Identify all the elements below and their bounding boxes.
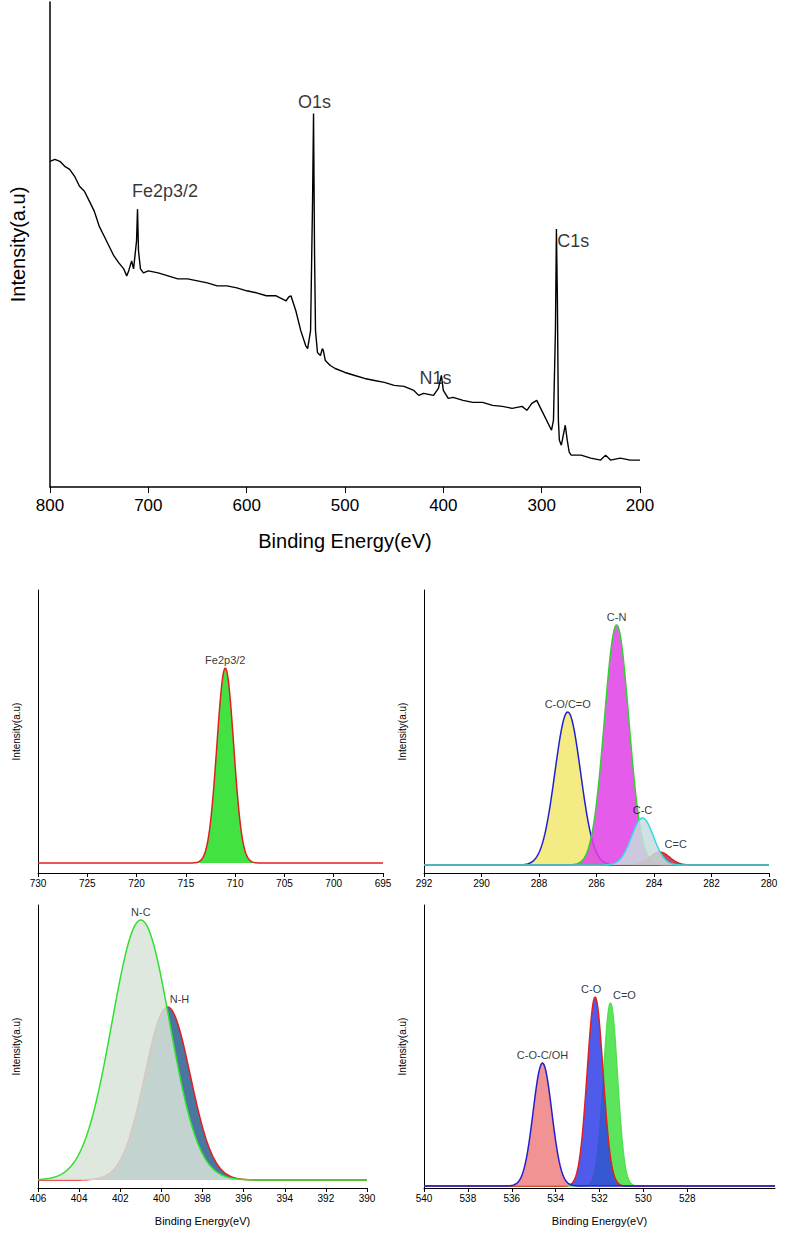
svg-text:398: 398 <box>194 1193 211 1204</box>
svg-text:532: 532 <box>591 1193 608 1204</box>
svg-text:280: 280 <box>761 878 778 889</box>
svg-text:292: 292 <box>416 878 433 889</box>
svg-text:534: 534 <box>547 1193 564 1204</box>
svg-text:695: 695 <box>375 878 392 889</box>
svg-text:Fe2p3/2: Fe2p3/2 <box>205 654 245 666</box>
svg-text:282: 282 <box>703 878 720 889</box>
svg-text:C-N: C-N <box>607 611 627 623</box>
svg-text:528: 528 <box>679 1193 696 1204</box>
svg-text:C1s: C1s <box>557 231 589 251</box>
svg-text:Intensity(a.u): Intensity(a.u) <box>11 703 22 761</box>
svg-text:Fe2p3/2: Fe2p3/2 <box>132 181 198 201</box>
svg-text:400: 400 <box>429 496 457 515</box>
svg-text:C-O-C/OH: C-O-C/OH <box>517 1049 568 1061</box>
svg-text:290: 290 <box>473 878 490 889</box>
svg-text:N-H: N-H <box>170 993 190 1005</box>
svg-text:Intensity(a.u): Intensity(a.u) <box>397 1018 408 1076</box>
svg-text:288: 288 <box>531 878 548 889</box>
svg-text:730: 730 <box>30 878 47 889</box>
svg-text:Binding Energy(eV): Binding Energy(eV) <box>258 530 431 552</box>
svg-text:Binding Energy(eV): Binding Energy(eV) <box>552 1215 647 1227</box>
svg-text:N-C: N-C <box>131 906 151 918</box>
svg-text:500: 500 <box>331 496 359 515</box>
svg-text:725: 725 <box>79 878 96 889</box>
svg-text:Intensity(a.u): Intensity(a.u) <box>7 187 29 303</box>
svg-text:400: 400 <box>153 1193 170 1204</box>
svg-text:C-O/C=O: C-O/C=O <box>545 698 592 710</box>
svg-text:C-C: C-C <box>633 804 653 816</box>
svg-text:284: 284 <box>646 878 663 889</box>
svg-text:300: 300 <box>527 496 555 515</box>
svg-text:394: 394 <box>276 1193 293 1204</box>
svg-text:710: 710 <box>227 878 244 889</box>
svg-text:404: 404 <box>71 1193 88 1204</box>
svg-text:530: 530 <box>635 1193 652 1204</box>
svg-text:536: 536 <box>503 1193 520 1204</box>
svg-text:402: 402 <box>112 1193 129 1204</box>
svg-text:800: 800 <box>36 496 64 515</box>
svg-text:406: 406 <box>30 1193 47 1204</box>
svg-text:390: 390 <box>359 1193 376 1204</box>
svg-text:Binding Energy(eV): Binding Energy(eV) <box>155 1215 250 1227</box>
svg-text:700: 700 <box>134 496 162 515</box>
svg-text:C-O: C-O <box>581 983 602 995</box>
svg-text:N1s: N1s <box>419 368 451 388</box>
svg-text:600: 600 <box>232 496 260 515</box>
svg-text:O1s: O1s <box>298 92 331 112</box>
svg-text:705: 705 <box>276 878 293 889</box>
svg-text:392: 392 <box>318 1193 335 1204</box>
svg-text:538: 538 <box>460 1193 477 1204</box>
svg-text:700: 700 <box>325 878 342 889</box>
svg-text:715: 715 <box>178 878 195 889</box>
svg-text:Intensity(a.u): Intensity(a.u) <box>397 703 408 761</box>
svg-text:396: 396 <box>235 1193 252 1204</box>
svg-text:286: 286 <box>588 878 605 889</box>
svg-text:540: 540 <box>416 1193 433 1204</box>
svg-text:200: 200 <box>626 496 654 515</box>
svg-text:C=O: C=O <box>613 989 636 1001</box>
svg-text:C=C: C=C <box>665 838 687 850</box>
svg-text:Intensity(a.u): Intensity(a.u) <box>11 1018 22 1076</box>
svg-text:720: 720 <box>128 878 145 889</box>
